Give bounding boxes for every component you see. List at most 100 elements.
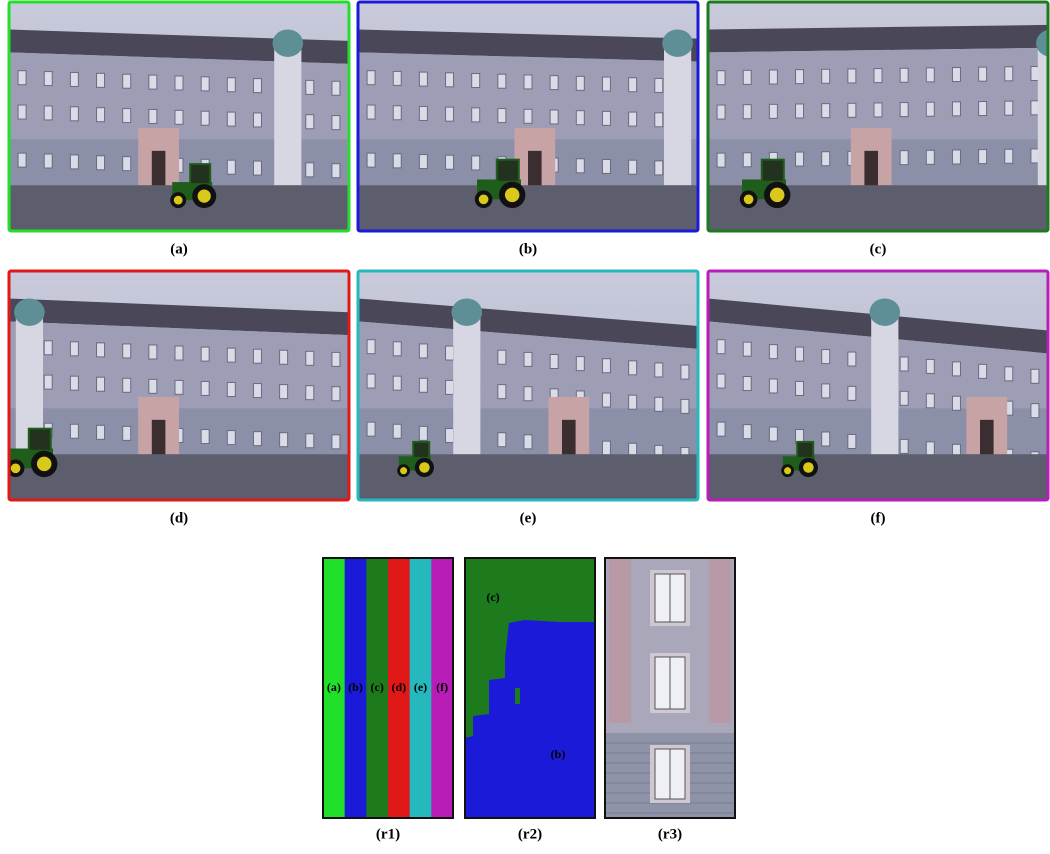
window bbox=[18, 153, 26, 167]
window bbox=[1005, 367, 1013, 381]
window bbox=[97, 425, 105, 439]
window bbox=[70, 155, 78, 169]
panel-caption: (f) bbox=[871, 510, 886, 526]
window bbox=[175, 76, 183, 90]
window bbox=[393, 424, 401, 438]
tower-dome bbox=[273, 29, 304, 56]
window bbox=[123, 109, 131, 123]
window bbox=[332, 81, 340, 95]
window bbox=[822, 432, 830, 446]
window bbox=[227, 348, 235, 362]
window bbox=[498, 433, 506, 447]
window bbox=[602, 393, 610, 407]
door bbox=[864, 151, 878, 190]
window bbox=[332, 352, 340, 366]
region-label: (b) bbox=[551, 747, 566, 761]
tractor-cab bbox=[797, 442, 813, 458]
window bbox=[306, 351, 314, 365]
tractor-rim bbox=[803, 462, 814, 473]
window bbox=[393, 376, 401, 390]
window bbox=[280, 385, 288, 399]
pilaster bbox=[709, 558, 731, 723]
window bbox=[1031, 404, 1039, 418]
window bbox=[576, 357, 584, 371]
window bbox=[393, 106, 401, 120]
window bbox=[550, 354, 558, 368]
window bbox=[123, 426, 131, 440]
tractor-cab bbox=[190, 164, 210, 184]
window bbox=[655, 363, 663, 377]
window bbox=[655, 113, 663, 127]
tractor-rim bbox=[505, 188, 520, 203]
window bbox=[769, 345, 777, 359]
tractor-rim bbox=[400, 467, 407, 474]
window bbox=[769, 427, 777, 441]
window bbox=[1031, 101, 1039, 115]
window bbox=[123, 344, 131, 358]
window bbox=[717, 105, 725, 119]
window bbox=[743, 342, 751, 356]
window bbox=[926, 359, 934, 373]
window bbox=[201, 77, 209, 91]
window bbox=[848, 103, 856, 117]
window bbox=[446, 346, 454, 360]
window bbox=[280, 433, 288, 447]
window bbox=[306, 115, 314, 129]
window bbox=[796, 70, 804, 84]
tower bbox=[274, 43, 301, 190]
window bbox=[602, 111, 610, 125]
panel-caption: (a) bbox=[170, 241, 188, 257]
window bbox=[149, 109, 157, 123]
window bbox=[743, 153, 751, 167]
tractor-rim bbox=[11, 463, 21, 473]
window bbox=[70, 424, 78, 438]
window bbox=[306, 80, 314, 94]
window bbox=[446, 428, 454, 442]
region bbox=[515, 688, 520, 704]
window bbox=[952, 68, 960, 82]
window bbox=[149, 345, 157, 359]
window bbox=[419, 106, 427, 120]
door bbox=[152, 420, 166, 459]
window bbox=[524, 352, 532, 366]
tower-dome bbox=[870, 298, 901, 325]
window bbox=[655, 78, 663, 92]
window bbox=[97, 377, 105, 391]
window bbox=[979, 67, 987, 81]
window bbox=[822, 152, 830, 166]
window bbox=[1005, 101, 1013, 115]
photo bbox=[708, 2, 1050, 231]
window bbox=[446, 155, 454, 169]
window bbox=[227, 112, 235, 126]
window bbox=[1005, 67, 1013, 81]
window bbox=[472, 74, 480, 88]
window bbox=[602, 159, 610, 173]
tower-dome bbox=[14, 298, 45, 325]
window bbox=[743, 70, 751, 84]
window bbox=[44, 154, 52, 168]
window bbox=[822, 104, 830, 118]
window bbox=[602, 77, 610, 91]
stripe-label: (b) bbox=[348, 680, 363, 694]
window bbox=[97, 108, 105, 122]
window bbox=[306, 163, 314, 177]
door bbox=[528, 151, 542, 190]
window bbox=[419, 426, 427, 440]
window bbox=[769, 104, 777, 118]
window bbox=[201, 347, 209, 361]
window bbox=[717, 340, 725, 354]
panel-caption: (r3) bbox=[658, 826, 682, 842]
stripe-label: (a) bbox=[327, 680, 341, 694]
tower-dome bbox=[662, 29, 693, 56]
window bbox=[900, 151, 908, 165]
window bbox=[717, 422, 725, 436]
window bbox=[393, 342, 401, 356]
panel-caption: (r1) bbox=[376, 826, 400, 842]
window bbox=[629, 395, 637, 409]
window bbox=[175, 380, 183, 394]
window bbox=[446, 380, 454, 394]
window bbox=[602, 359, 610, 373]
window bbox=[44, 341, 52, 355]
stripe-label: (c) bbox=[371, 680, 384, 694]
panel-caption: (c) bbox=[870, 241, 887, 257]
